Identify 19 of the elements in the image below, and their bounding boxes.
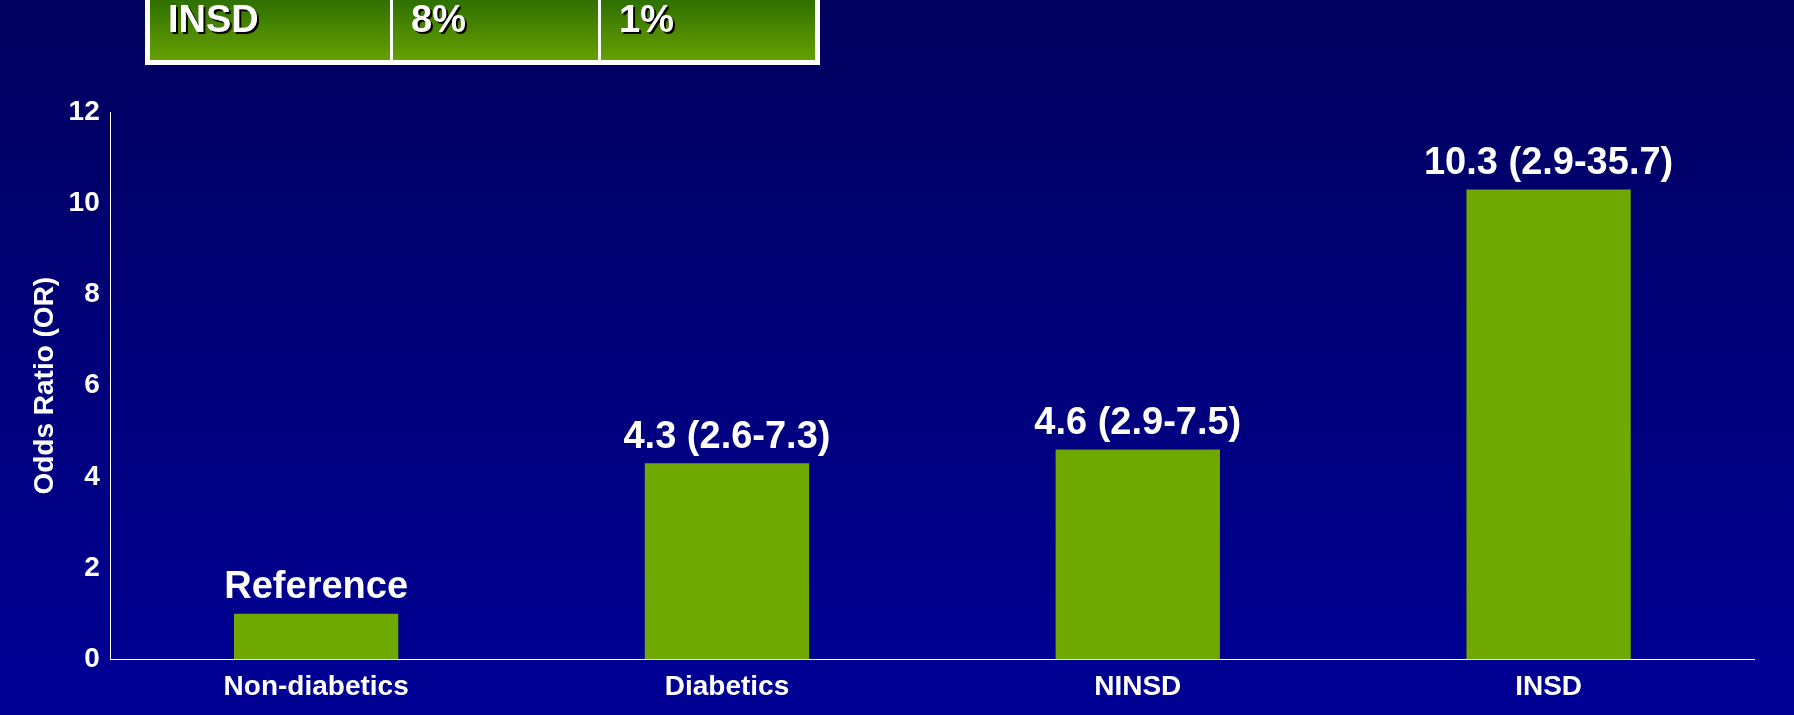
- x-tick-label: Diabetics: [664, 669, 790, 701]
- y-tick-label: 12: [68, 94, 100, 126]
- data-label: 4.6 (2.9-7.5): [1034, 400, 1242, 443]
- text: INSD: [167, 0, 260, 42]
- x-tick-label: NINSD: [1094, 669, 1182, 701]
- x-tick-label: Non-diabetics: [223, 669, 409, 701]
- text: 8%: [390, 0, 598, 60]
- y-tick-label: 0: [84, 642, 100, 674]
- y-tick-label: 10: [68, 185, 100, 217]
- y-tick-label: 6: [84, 368, 100, 400]
- y-tick-label: 4: [84, 459, 101, 491]
- y-tick-label: 2: [84, 550, 100, 582]
- data-label: 10.3 (2.9-35.7): [1423, 140, 1674, 183]
- y-tick-label: 8: [84, 277, 100, 309]
- x-tick-label: INSD: [1515, 669, 1583, 701]
- text: 1%: [598, 0, 815, 60]
- y-axis-title: Odds Ratio (OR): [27, 276, 59, 495]
- data-label: 4.3 (2.6-7.3): [623, 413, 831, 456]
- data-label: Reference: [224, 564, 409, 607]
